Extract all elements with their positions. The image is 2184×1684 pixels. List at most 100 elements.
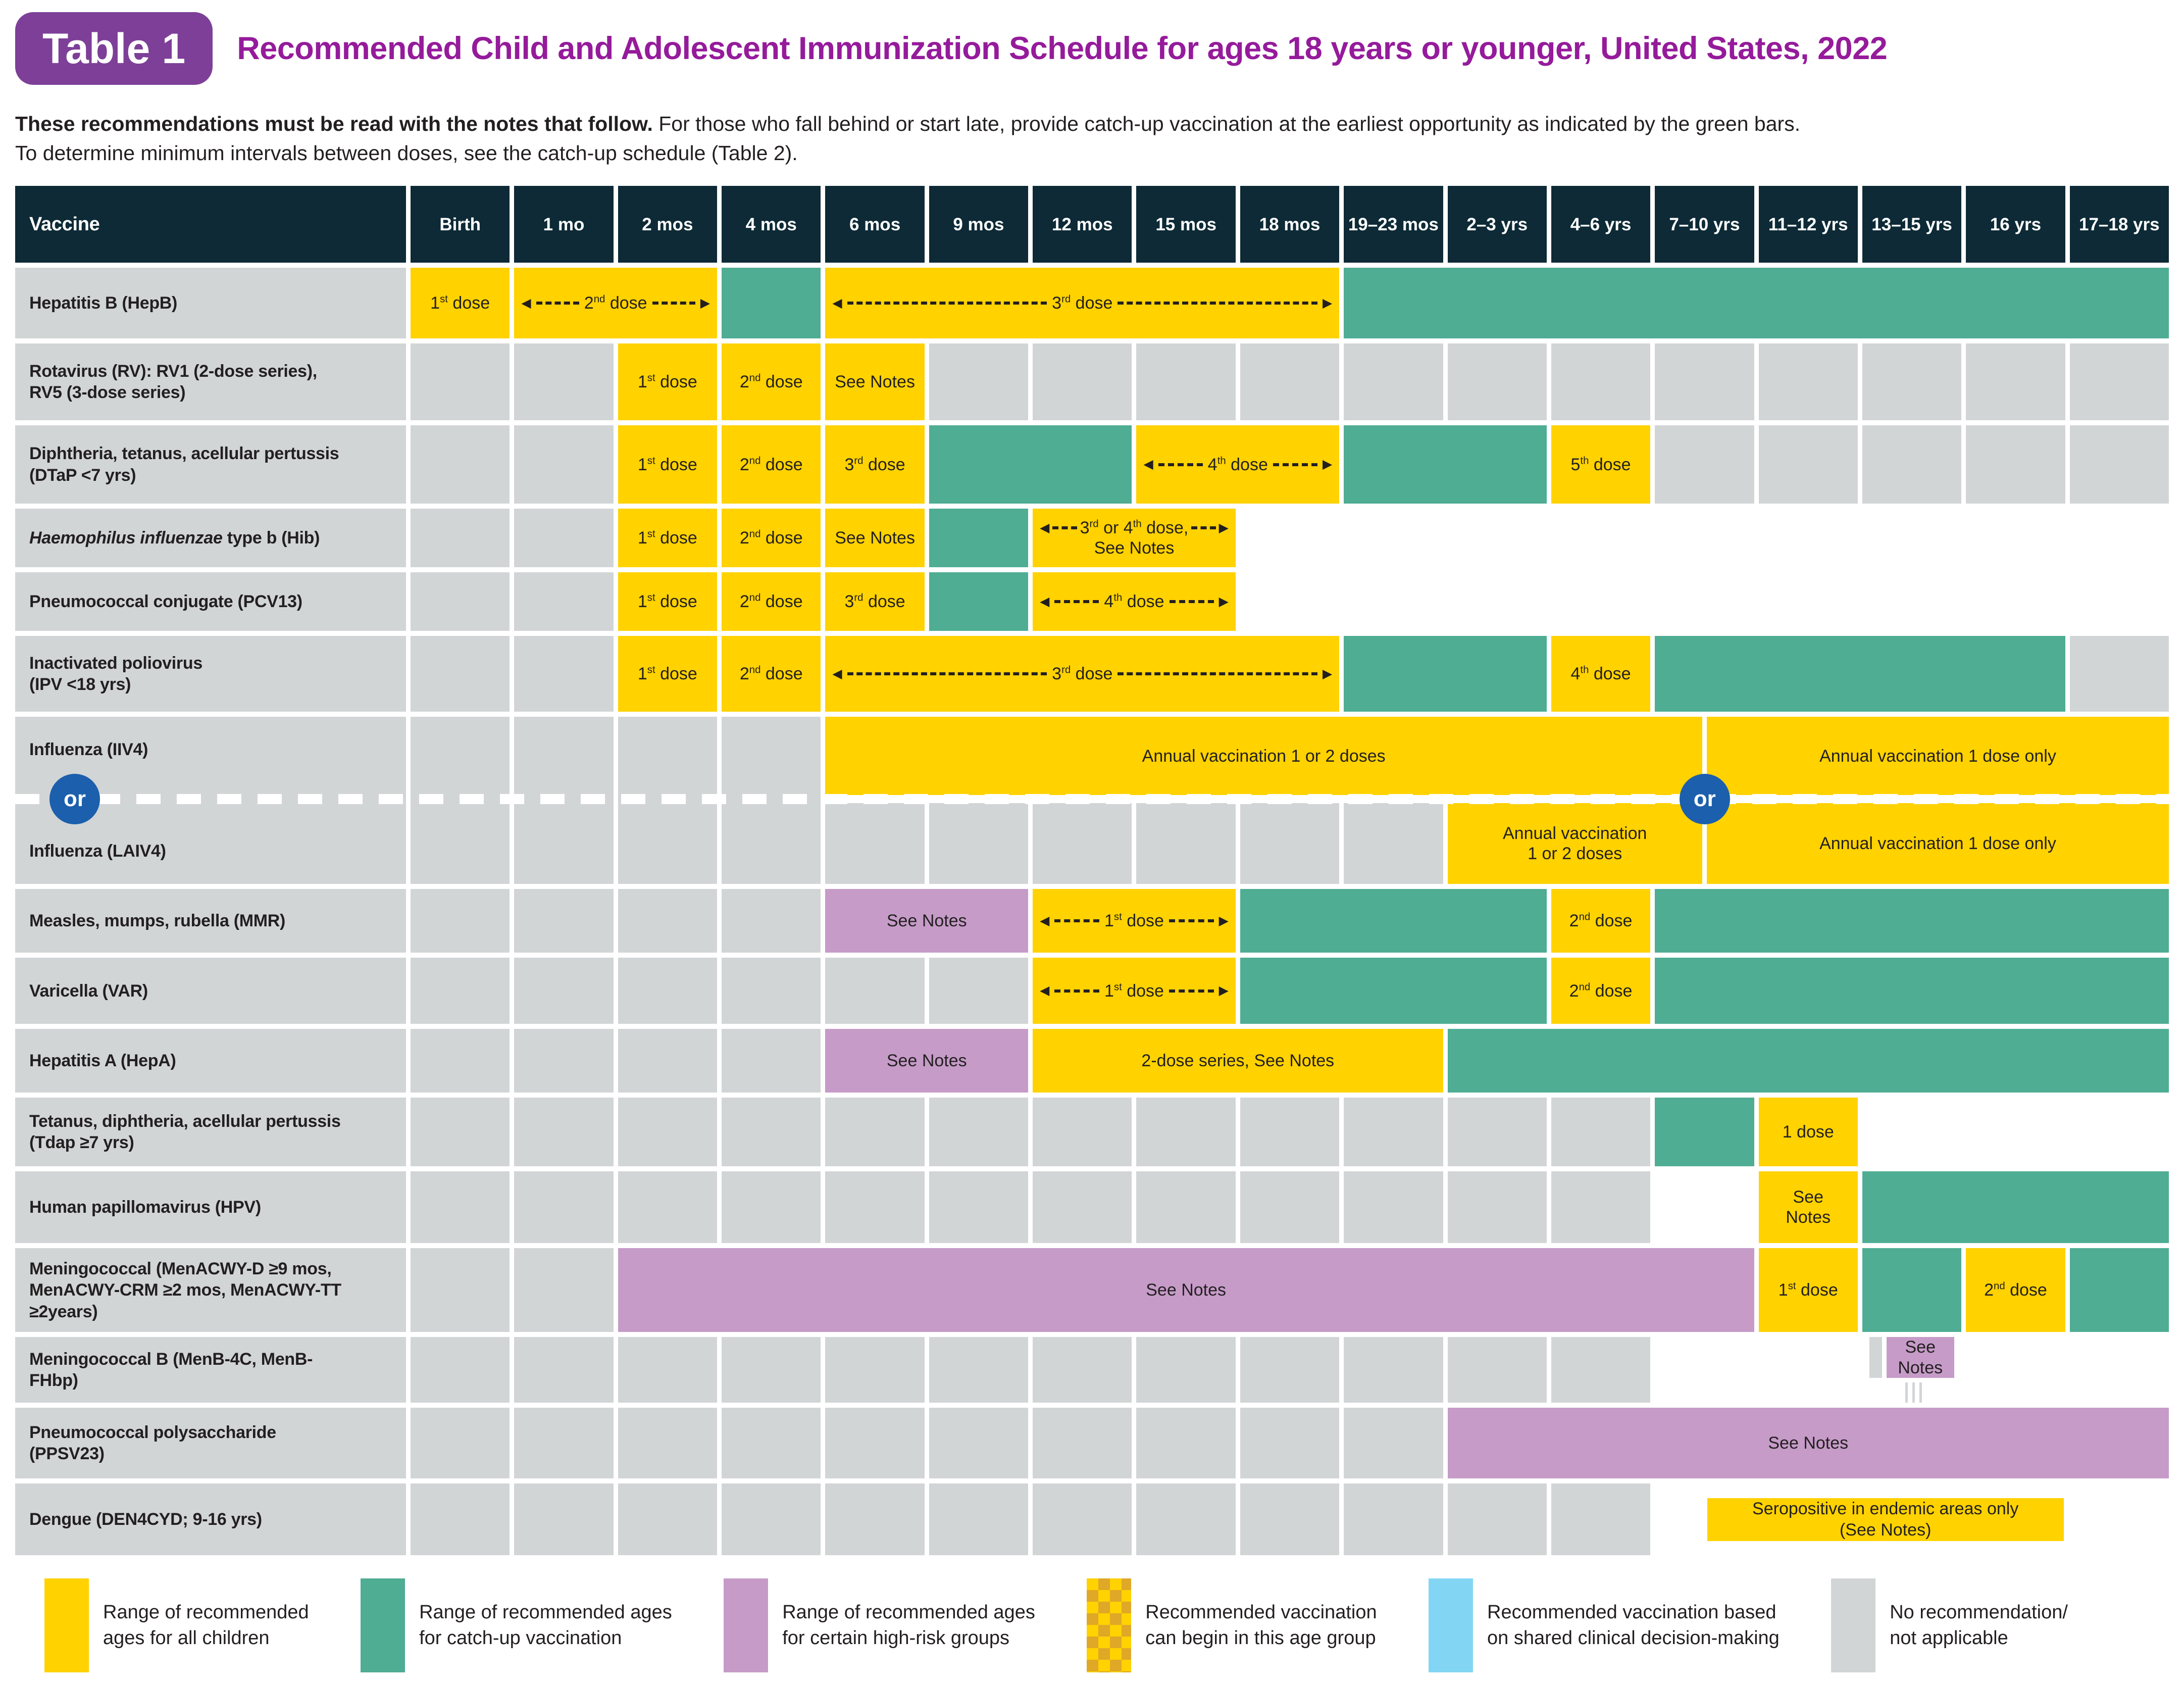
- dose-label: 4th dose: [1207, 455, 1268, 474]
- schedule-empty-cell: [1862, 343, 1962, 421]
- recommended-range: Annual vaccination 1 dose only: [1706, 803, 2169, 884]
- legend-item: Range of recommended ages for certain hig…: [724, 1578, 1035, 1673]
- schedule-recommended-cell: 2nd dose: [1551, 889, 1651, 953]
- recommended-range: Annual vaccination 1 or 2 doses: [1447, 803, 1702, 884]
- table-row-pcv13: Pneumococcal conjugate (PCV13) 1st dose 2n…: [15, 572, 2169, 631]
- arrow-right-icon: ▶: [700, 295, 710, 310]
- schedule-menb-cell: See Notes: [1655, 1337, 2169, 1403]
- cell-label: 2nd dose: [739, 528, 803, 548]
- schedule-empty-cell: [1033, 1098, 1132, 1167]
- arrow-right-icon: ▶: [1218, 520, 1229, 535]
- legend-label-line1: Range of recommended ages: [782, 1602, 1035, 1623]
- cell-label: 1st dose: [637, 455, 697, 474]
- schedule-recommended-cell: 1st dose: [618, 572, 718, 631]
- intro-line1: These recommendations must be read with …: [15, 109, 2169, 138]
- arrow-dash: [1273, 463, 1317, 466]
- page-title: Recommended Child and Adolescent Immuniz…: [237, 31, 1888, 66]
- schedule-empty-cell: [1551, 1483, 1651, 1556]
- empty-cell: [929, 803, 1029, 884]
- schedule-empty-cell: [1344, 1098, 1443, 1167]
- schedule-empty-cell: [1033, 1171, 1132, 1244]
- cell-label: 2nd dose: [739, 455, 803, 474]
- schedule-empty-cell: [411, 1248, 510, 1332]
- vaccine-label: Pneumococcal polysaccharide (PPSV23): [15, 1408, 406, 1479]
- arrow-dash: [847, 302, 1047, 305]
- schedule-empty-cell: [1136, 1483, 1236, 1556]
- arrow-right-icon: ▶: [1218, 913, 1229, 928]
- schedule-catchup-cell: [929, 572, 1029, 631]
- legend-label-line1: Range of recommended ages: [419, 1602, 672, 1623]
- vaccine-label: Meningococcal B (MenB-4C, MenB- FHbp): [15, 1337, 406, 1403]
- arrow-dash: [1191, 526, 1216, 530]
- schedule-empty-cell: [618, 1337, 718, 1403]
- cell-label: 1st dose: [637, 372, 697, 392]
- dose-label: 2nd dose: [584, 293, 647, 313]
- schedule-recommended-cell: 3rd dose: [825, 572, 925, 631]
- age-column-header: 12 mos: [1033, 186, 1132, 263]
- dose-arrow: ◀ 1st dose ▶: [1033, 981, 1236, 1001]
- age-column-header: 2 mos: [618, 186, 718, 263]
- schedule-empty-cell: [1136, 1171, 1236, 1244]
- schedule-recommended-cell: 2nd dose: [722, 572, 821, 631]
- cell-label: 2nd dose: [739, 592, 803, 612]
- age-column-header: Birth: [411, 186, 510, 263]
- dose-label: 1st dose: [1104, 981, 1164, 1001]
- schedule-empty-cell: [411, 1408, 510, 1479]
- schedule-highrisk-cell: See Notes: [1447, 1408, 2169, 1479]
- vaccine-label-iiv4: Influenza (IIV4): [29, 740, 148, 760]
- legend-label: Range of recommended ages for catch-up va…: [419, 1600, 672, 1652]
- cell-label: 1st dose: [637, 664, 697, 684]
- empty-cell: [1869, 1337, 1882, 1378]
- vaccine-label: Inactivated poliovirus (IPV <18 yrs): [15, 636, 406, 712]
- schedule-empty-cell: [514, 958, 614, 1024]
- schedule-empty-cell: [514, 889, 614, 953]
- arrow-left-icon: ◀: [1040, 983, 1050, 998]
- legend-label: Recommended vaccination can begin in this…: [1145, 1600, 1377, 1652]
- schedule-recommended-cell: 2nd dose: [722, 343, 821, 421]
- empty-cell: [1240, 803, 1340, 884]
- schedule-empty-cell: [1344, 343, 1443, 421]
- schedule-empty-cell: [411, 636, 510, 712]
- dose-arrow: ◀ 4th dose ▶: [1136, 455, 1339, 475]
- schedule-recommended-cell: See Notes: [825, 509, 925, 568]
- schedule-empty-cell: [618, 1408, 718, 1479]
- schedule-empty-cell: [825, 1337, 925, 1403]
- or-badge: or: [1679, 774, 1730, 825]
- or-badge: or: [49, 774, 100, 825]
- arrow-left-icon: ◀: [1143, 457, 1153, 472]
- schedule-empty-cell: [514, 425, 614, 504]
- schedule-highrisk-cell: See Notes: [825, 1029, 1029, 1093]
- schedule-empty-cell: [1033, 1483, 1132, 1556]
- empty-cell: [1033, 803, 1132, 884]
- arrow-left-icon: ◀: [521, 295, 531, 310]
- arrow-left-icon: ◀: [832, 666, 842, 681]
- schedule-empty-cell: [1447, 1171, 1547, 1244]
- cell-label: Annual vaccination: [1503, 824, 1647, 844]
- recommended-range: Seropositive in endemic areas only (See N…: [1707, 1498, 2064, 1541]
- schedule-recommended-cell: ◀ 3rd or 4th dose, ▶ See Notes: [1033, 509, 1236, 568]
- arrow-dash: [1118, 302, 1317, 305]
- page-header: Table 1 Recommended Child and Adolescent…: [15, 12, 2169, 85]
- dose-label: 3rd dose: [1052, 664, 1113, 684]
- schedule-recommended-cell: 2nd dose: [722, 636, 821, 712]
- arrow-right-icon: ▶: [1218, 983, 1229, 998]
- schedule-empty-cell: [1758, 343, 1858, 421]
- schedule-recommended-cell: ◀ 1st dose ▶: [1033, 958, 1236, 1024]
- cell-label: 1st dose: [430, 293, 490, 313]
- cell-label: Annual vaccination 1 dose only: [1819, 746, 2056, 766]
- empty-cell: [411, 717, 510, 884]
- schedule-empty-cell: [1240, 1098, 1340, 1167]
- schedule-catchup-cell: [1862, 1248, 1962, 1332]
- table-row-ppsv23: Pneumococcal polysaccharide (PPSV23) See N…: [15, 1408, 2169, 1479]
- cell-label: 2nd dose: [739, 664, 803, 684]
- schedule-empty-cell: [825, 1098, 925, 1167]
- dose-arrow: ◀ 4th dose ▶: [1033, 591, 1236, 612]
- schedule-empty-cell: [411, 958, 510, 1024]
- schedule-recommended-cell: ◀ 4th dose ▶: [1033, 572, 1236, 631]
- schedule-empty-cell: [1447, 343, 1547, 421]
- arrow-dash: [1054, 919, 1099, 923]
- schedule-recommended-cell: 2nd dose: [722, 425, 821, 504]
- vaccine-label-laiv4: Influenza (LAIV4): [29, 841, 166, 861]
- schedule-catchup-cell: [2069, 1248, 2169, 1332]
- schedule-empty-cell: [514, 1248, 614, 1332]
